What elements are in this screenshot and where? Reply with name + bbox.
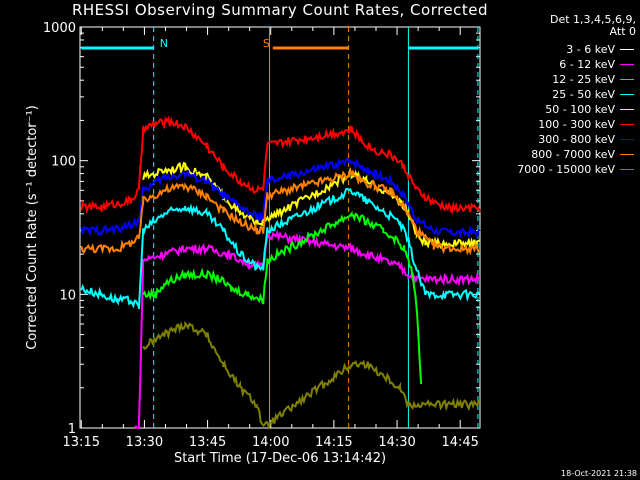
legend-entry: 6 - 12 keV xyxy=(474,57,634,72)
y-tick-label: 100 xyxy=(51,155,76,170)
series-line xyxy=(80,156,481,240)
x-tick-label: 14:15 xyxy=(315,435,352,450)
legend-entry: 12 - 25 keV xyxy=(474,72,634,87)
x-axis-label: Start Time (17-Dec-06 13:14:42) xyxy=(174,451,386,466)
legend-swatch xyxy=(620,79,634,80)
plot-frame xyxy=(79,26,481,429)
chart-title: RHESSI Observing Summary Count Rates, Co… xyxy=(71,1,489,19)
series-line xyxy=(80,168,481,256)
y-tick-label: 1000 xyxy=(43,21,76,36)
series-line xyxy=(142,320,481,431)
legend-entry: 800 - 7000 keV xyxy=(474,147,634,162)
legend-header-line: Det 1,3,4,5,6,9, xyxy=(549,13,636,26)
legend: 3 - 6 keV 6 - 12 keV 12 - 25 keV 25 - 50 ke… xyxy=(474,42,634,177)
y-axis-label: Corrected Count Rate (s⁻¹ detector⁻¹) xyxy=(25,105,40,350)
series-line xyxy=(134,229,481,429)
legend-entry: 3 - 6 keV xyxy=(474,42,634,57)
legend-label: 25 - 50 keV xyxy=(552,88,615,101)
x-tick-label: 13:30 xyxy=(126,435,163,450)
legend-swatch xyxy=(620,124,634,125)
legend-label: 7000 - 15000 keV xyxy=(517,163,615,176)
legend-entry: 300 - 800 keV xyxy=(474,132,634,147)
legend-swatch xyxy=(620,94,634,95)
series-line xyxy=(80,115,481,215)
legend-entry: 7000 - 15000 keV xyxy=(474,162,634,177)
series-line xyxy=(80,187,481,310)
series-line xyxy=(142,161,481,249)
x-tick-label: 14:00 xyxy=(252,435,289,450)
legend-swatch xyxy=(620,49,634,50)
x-tick-label: 13:15 xyxy=(63,435,100,450)
legend-label: 50 - 100 keV xyxy=(545,103,615,116)
legend-swatch xyxy=(620,169,634,170)
legend-label: 100 - 300 keV xyxy=(538,118,615,131)
legend-swatch xyxy=(620,139,634,140)
legend-entry: 100 - 300 keV xyxy=(474,117,634,132)
legend-entry: 50 - 100 keV xyxy=(474,102,634,117)
legend-header: Det 1,3,4,5,6,9, Att 0 xyxy=(486,14,636,38)
legend-swatch xyxy=(620,109,634,110)
series-line xyxy=(142,210,423,385)
x-tick-label: 14:30 xyxy=(378,435,415,450)
render-date: 18-Oct-2021 21:38 xyxy=(561,469,637,478)
legend-label: 12 - 25 keV xyxy=(552,73,615,86)
legend-swatch xyxy=(620,154,634,155)
night-label: N xyxy=(160,37,168,50)
legend-label: 3 - 6 keV xyxy=(566,43,615,56)
legend-label: 6 - 12 keV xyxy=(559,58,615,71)
legend-label: 800 - 7000 keV xyxy=(531,148,615,161)
saa-label: S xyxy=(263,37,270,50)
legend-label: 300 - 800 keV xyxy=(538,133,615,146)
y-tick-label: 10 xyxy=(59,288,76,303)
legend-header-line: Att 0 xyxy=(609,25,636,38)
x-tick-label: 13:45 xyxy=(189,435,226,450)
legend-entry: 25 - 50 keV xyxy=(474,87,634,102)
y-tick-label: 1 xyxy=(68,422,76,437)
x-tick-label: 14:45 xyxy=(441,435,478,450)
legend-swatch xyxy=(620,64,634,65)
